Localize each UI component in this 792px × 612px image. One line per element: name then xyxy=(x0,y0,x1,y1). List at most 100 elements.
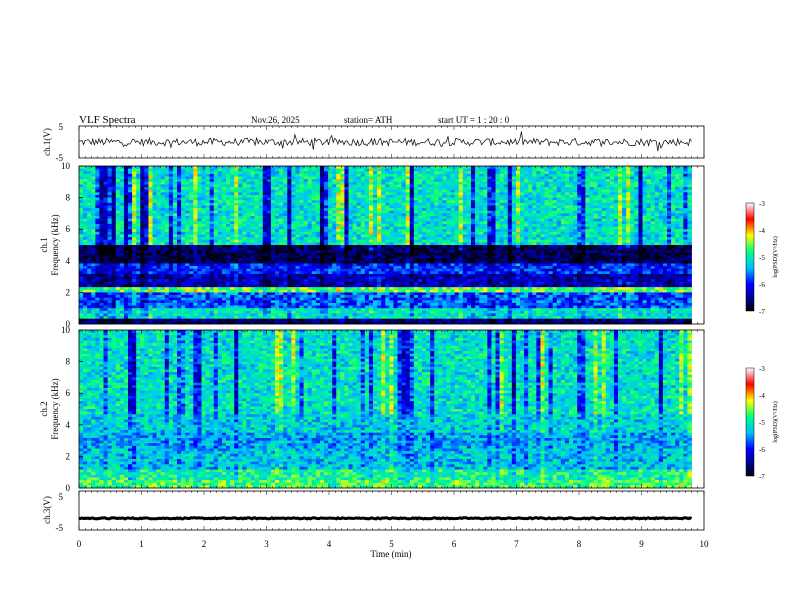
spectrogram-cell xyxy=(507,250,513,254)
spectrogram-cell xyxy=(471,237,476,241)
spectrogram-cell xyxy=(646,173,652,177)
spectrogram-cell xyxy=(511,200,517,204)
spectrogram-cell xyxy=(544,168,549,172)
spectrogram-cell xyxy=(303,189,309,193)
spectrogram-cell xyxy=(95,213,100,217)
spectrogram-cell xyxy=(646,202,652,206)
spectrogram-cell xyxy=(438,218,443,222)
spectrogram-cell xyxy=(128,218,133,222)
spectrogram-cell xyxy=(246,234,251,238)
spectrogram-cell xyxy=(589,179,594,183)
spectrogram-cell xyxy=(524,166,529,170)
spectrogram-cell xyxy=(442,247,447,251)
spectrogram-cell xyxy=(168,229,174,233)
spectrogram-cell xyxy=(393,205,398,209)
spectrogram-cell xyxy=(287,213,292,217)
spectrogram-cell xyxy=(426,173,431,177)
spectrogram-cell xyxy=(123,218,129,222)
spectrogram-cell xyxy=(597,173,603,177)
spectrogram-cell xyxy=(148,252,153,256)
spectrogram-cell xyxy=(295,192,300,196)
spectrogram-cell xyxy=(303,205,309,209)
spectrogram-cell xyxy=(250,171,255,175)
spectrogram-cell xyxy=(91,208,96,212)
spectrogram-cell xyxy=(168,210,174,214)
spectrogram-cell xyxy=(556,187,562,191)
spectrogram-cell xyxy=(197,210,202,214)
spectrogram-cell xyxy=(246,192,251,196)
spectrogram-cell xyxy=(344,176,349,180)
spectrogram-cell xyxy=(156,189,162,193)
spectrogram-cell xyxy=(344,205,349,209)
spectrogram-cell xyxy=(540,168,545,172)
spectrogram-cell xyxy=(373,202,378,206)
spectrogram-cell xyxy=(172,194,178,198)
spectrogram-cell xyxy=(189,192,194,196)
spectrogram-cell xyxy=(413,194,419,198)
spectrogram-cell xyxy=(324,168,329,172)
spectrogram-cell xyxy=(405,166,411,170)
spectrogram-cell xyxy=(475,226,480,230)
spectrogram-cell xyxy=(454,242,460,246)
spectrogram-cell xyxy=(193,179,198,183)
spectrogram-cell xyxy=(311,192,317,196)
spectrogram-cell xyxy=(511,216,517,220)
spectrogram-cell xyxy=(438,187,443,191)
spectrogram-cell xyxy=(397,221,402,225)
spectrogram-cell xyxy=(532,189,537,193)
spectrogram-cell xyxy=(279,184,284,188)
spectrogram-cell xyxy=(548,226,554,230)
spectrogram-cell xyxy=(246,181,251,185)
spectrogram-cell xyxy=(491,218,496,222)
spectrogram-cell xyxy=(152,205,157,209)
spectrogram-cell xyxy=(618,181,623,185)
spectrogram-cell xyxy=(507,202,513,206)
spectrogram-cell xyxy=(111,218,117,222)
spectrogram-cell xyxy=(177,218,182,222)
spectrogram-cell xyxy=(613,194,619,198)
spectrogram-cell xyxy=(234,202,239,206)
spectrogram-cell xyxy=(507,192,513,196)
spectrogram-cell xyxy=(528,173,533,177)
spectrogram-cell xyxy=(185,223,190,227)
spectrogram-cell xyxy=(377,237,382,241)
spectrogram-cell xyxy=(593,210,598,214)
spectrogram-cell xyxy=(148,213,153,217)
spectrogram-cell xyxy=(613,197,619,201)
spectrogram-cell xyxy=(291,168,296,172)
spectrogram-cell xyxy=(593,237,598,241)
spectrogram-cell xyxy=(475,250,480,254)
spectrogram-cell xyxy=(475,176,480,180)
spectrogram-cell xyxy=(462,197,468,201)
spectrogram-cell xyxy=(332,210,337,214)
spectrogram-cell xyxy=(622,192,627,196)
spectrogram-cell xyxy=(499,173,505,177)
spectrogram-cell xyxy=(87,176,92,180)
spectrogram-cell xyxy=(471,239,476,243)
spectrogram-cell xyxy=(279,210,284,214)
spectrogram-cell xyxy=(630,179,635,183)
spectrogram-cell xyxy=(344,166,349,170)
spectrogram-cell xyxy=(585,242,590,246)
spectrogram-cell xyxy=(417,200,423,204)
spectrogram-cell xyxy=(532,226,537,230)
spectrogram-cell xyxy=(548,210,554,214)
spectrogram-cell xyxy=(540,205,545,209)
spectrogram-cell xyxy=(160,192,166,196)
spectrogram-cell xyxy=(144,181,149,185)
spectrogram-cell xyxy=(573,176,578,180)
spectrogram-cell xyxy=(332,239,337,243)
spectrogram-cell xyxy=(132,252,137,256)
spectrogram-cell xyxy=(332,223,337,227)
spectrogram-cell xyxy=(405,187,411,191)
spectrogram-cell xyxy=(136,181,141,185)
spectrogram-cell xyxy=(123,250,129,254)
spectrogram-cell xyxy=(475,202,480,206)
spectrogram-cell xyxy=(324,229,329,233)
spectrogram-cell xyxy=(569,231,574,235)
spectrogram-cell xyxy=(291,221,296,225)
spectrogram-cell xyxy=(593,168,598,172)
spectrogram-cell xyxy=(679,226,684,230)
spectrogram-cell xyxy=(136,245,141,249)
spectrogram-cell xyxy=(315,166,321,170)
